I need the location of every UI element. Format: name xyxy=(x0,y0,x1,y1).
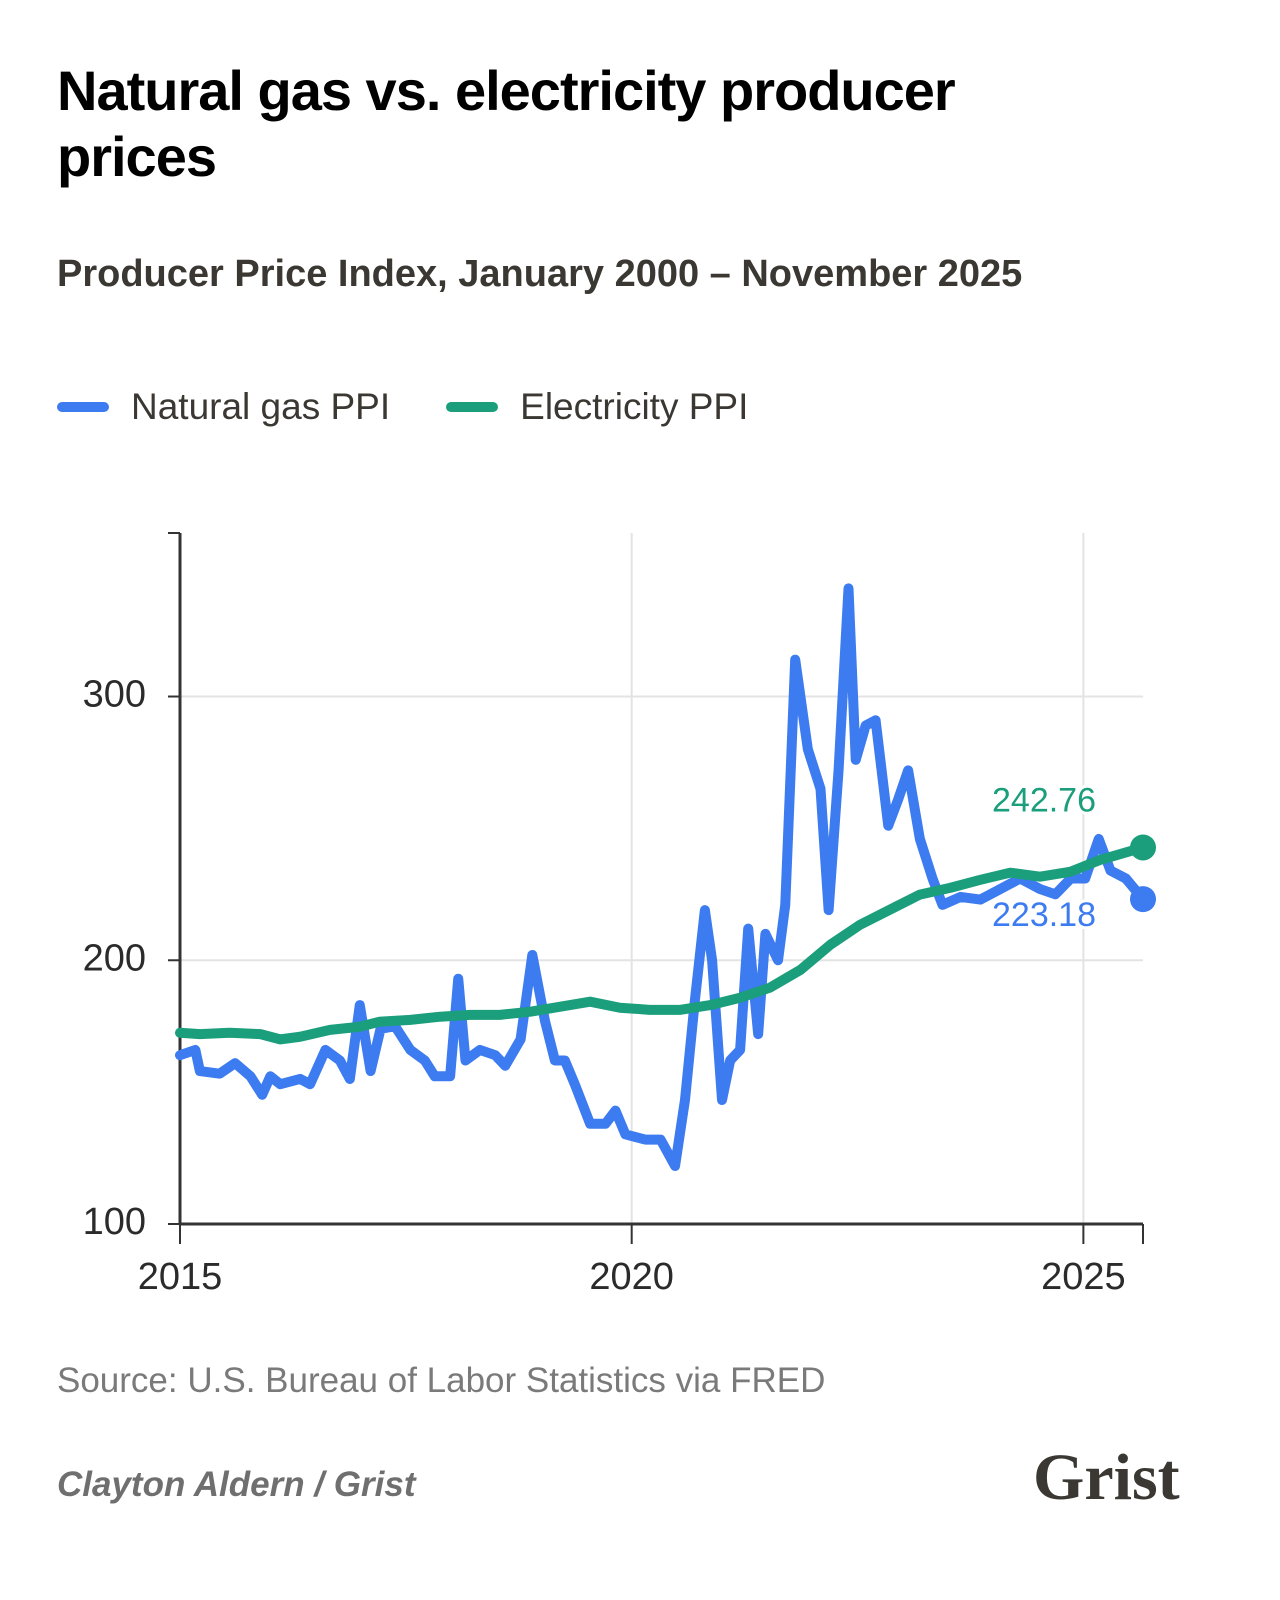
legend-label: Electricity PPI xyxy=(520,386,749,427)
series-line xyxy=(175,583,1148,1171)
credit: Clayton Aldern / Grist xyxy=(57,1465,416,1504)
legend: Natural gas PPI Electricity PPI xyxy=(57,386,748,428)
end-point xyxy=(1130,834,1156,861)
source-note: Source: U.S. Bureau of Labor Statistics … xyxy=(57,1361,826,1400)
chart-title: Natural gas vs. electricity producer pri… xyxy=(57,59,956,188)
y-tick-label: 100 xyxy=(83,1201,146,1243)
legend-swatch xyxy=(446,402,499,412)
x-tick-label: 2015 xyxy=(138,1256,223,1298)
end-value-label: 223.18 xyxy=(992,896,1096,934)
end-point xyxy=(1130,886,1156,913)
y-tick-label: 200 xyxy=(83,937,146,979)
brand-logo: Grist xyxy=(1033,1441,1180,1514)
legend-label: Natural gas PPI xyxy=(131,386,391,427)
chart-subtitle: Producer Price Index, January 2000 – Nov… xyxy=(57,253,1023,295)
legend-item: Electricity PPI xyxy=(446,386,748,428)
x-tick-label: 2025 xyxy=(1041,1256,1126,1298)
chart: 100 200 300 2015 2020 2025 223.18 242.76 xyxy=(83,532,1156,1298)
y-tick-label: 300 xyxy=(83,674,146,716)
x-tick-label: 2020 xyxy=(589,1256,674,1298)
legend-item: Natural gas PPI xyxy=(57,386,390,428)
end-value-label: 242.76 xyxy=(992,781,1096,819)
series-line xyxy=(175,842,1148,1045)
legend-swatch xyxy=(57,402,109,412)
